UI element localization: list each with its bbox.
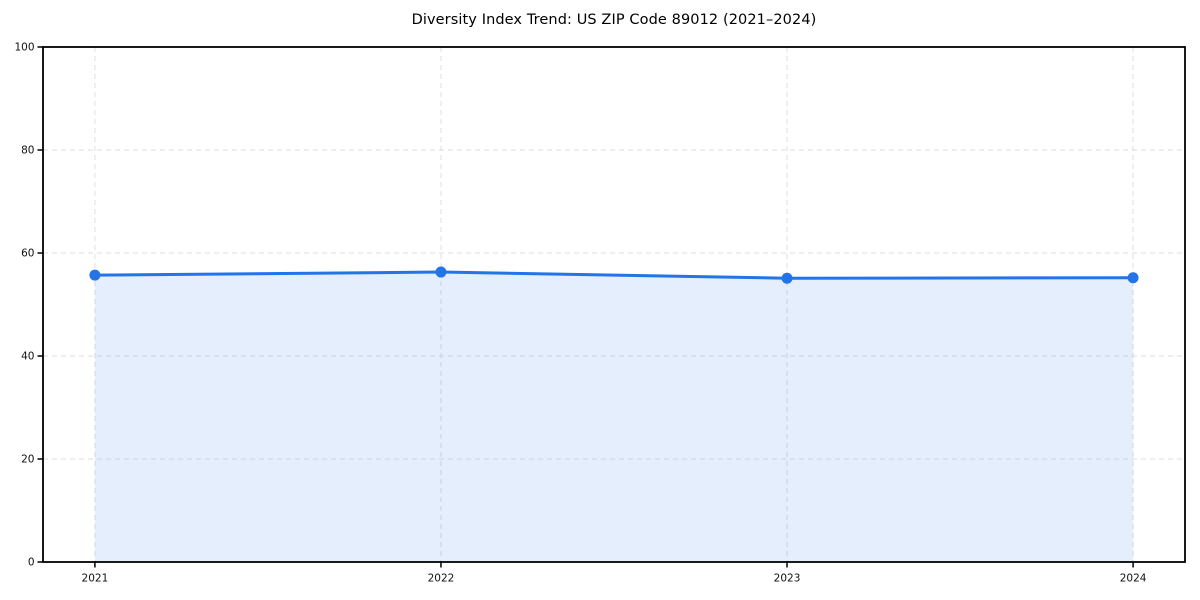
y-tick-label: 100: [14, 42, 34, 54]
y-tick-label: 40: [21, 351, 34, 363]
y-tick-label: 60: [21, 248, 34, 260]
x-tick-label: 2024: [1120, 573, 1147, 585]
y-tick-label: 80: [21, 145, 34, 157]
y-tick-label: 0: [28, 557, 35, 569]
chart-title: Diversity Index Trend: US ZIP Code 89012…: [411, 12, 817, 28]
y-tick-label: 20: [21, 454, 34, 466]
x-tick-label: 2022: [428, 573, 455, 585]
trend-line: [93, 270, 1135, 280]
data-point-marker: [89, 269, 101, 281]
x-tick-label: 2023: [774, 573, 801, 585]
x-tick-label: 2021: [82, 573, 109, 585]
data-point-marker: [781, 272, 793, 284]
data-point-marker: [435, 266, 447, 278]
plot-frame: [42, 46, 1186, 563]
data-point-marker: [1127, 272, 1139, 284]
area-fill: [94, 272, 1134, 562]
